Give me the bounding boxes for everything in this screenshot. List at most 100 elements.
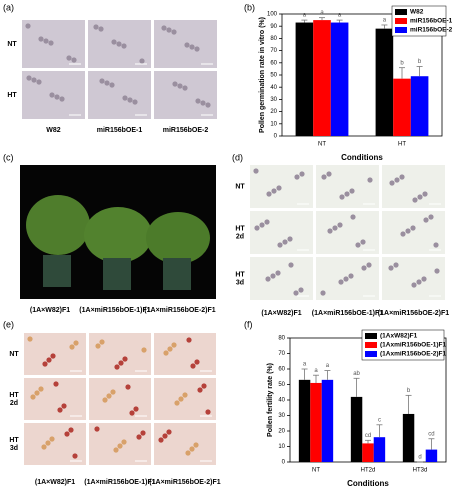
- pollen-grain: [205, 409, 211, 415]
- pollen-grain: [166, 27, 172, 33]
- bar: [375, 28, 394, 136]
- pollen-grain: [259, 222, 265, 228]
- micrograph: [89, 333, 151, 375]
- plant: [84, 207, 152, 263]
- pollen-grain: [118, 360, 124, 366]
- pollen-grain: [339, 194, 345, 200]
- pollen-grain: [48, 40, 54, 46]
- pollen-grain: [111, 39, 117, 45]
- pollen-grain: [366, 262, 372, 268]
- y-tick-label: 70: [278, 351, 285, 357]
- pollen-grain: [98, 26, 104, 32]
- pollen-grain: [367, 177, 373, 183]
- pollen-grain: [394, 177, 400, 183]
- pollen-grain: [197, 387, 203, 393]
- pollen-grain: [121, 439, 127, 445]
- column-label: (1A×W82)F1: [35, 479, 75, 486]
- pollen-grain: [389, 180, 395, 186]
- pollen-grain: [326, 171, 332, 177]
- y-tick-label: 80: [270, 36, 277, 42]
- legend-swatch: [395, 9, 407, 15]
- pollen-grain: [46, 357, 52, 363]
- pollen-grain: [122, 356, 128, 362]
- pollen-grain: [186, 337, 192, 343]
- legend-swatch: [365, 351, 377, 357]
- pollen-grain: [54, 94, 60, 100]
- pollen-grain: [116, 41, 122, 47]
- pollen-grain: [106, 393, 112, 399]
- y-tick-label: 90: [270, 24, 277, 30]
- y-tick-label: 60: [270, 60, 277, 66]
- pollen-grain: [66, 55, 72, 61]
- bar: [298, 379, 311, 462]
- pollen-grain: [348, 273, 354, 279]
- micrograph: [316, 211, 379, 254]
- pollen-grain: [270, 273, 276, 279]
- caption: (1A×W82)F1: [30, 307, 70, 314]
- pollen-grain: [254, 225, 260, 231]
- micrograph: [316, 165, 379, 208]
- row-label: HT 3d: [235, 271, 245, 286]
- pollen-grain: [266, 191, 272, 197]
- pollen-grain: [189, 44, 195, 50]
- pollen-grain: [200, 100, 206, 106]
- significance-letter: ab: [353, 371, 360, 377]
- x-axis-title: Conditions: [341, 153, 383, 162]
- pollen-grain: [205, 102, 211, 108]
- pollen-grain: [114, 364, 120, 370]
- bar: [313, 20, 331, 137]
- pollen-grain: [167, 346, 173, 352]
- micrograph: [250, 257, 313, 300]
- bar: [402, 413, 415, 462]
- pollen-grain: [53, 381, 59, 387]
- row-label: NT: [9, 351, 19, 358]
- pollen-grain: [26, 75, 32, 81]
- pollen-grain: [71, 57, 77, 63]
- pollen-grain: [166, 429, 172, 435]
- row-label: NT: [235, 183, 245, 190]
- pollen-grain: [388, 265, 394, 271]
- micrograph: [88, 71, 151, 119]
- pollen-grain: [139, 58, 145, 64]
- pot: [43, 255, 71, 287]
- pollen-grain: [133, 406, 139, 412]
- pollen-grain: [93, 24, 99, 30]
- y-tick-label: 70: [270, 48, 277, 54]
- pollen-grain: [49, 436, 55, 442]
- pollen-grain: [393, 262, 399, 268]
- caption: (1A×miR156bOE-2)F1: [144, 307, 215, 314]
- pollen-grain: [95, 343, 101, 349]
- pollen-grain: [361, 265, 367, 271]
- y-tick-label: 0: [282, 460, 286, 466]
- y-tick-label: 50: [278, 382, 285, 388]
- significance-letter: a: [383, 18, 387, 24]
- bar: [330, 22, 349, 136]
- pollen-grain: [276, 185, 282, 191]
- legend-label: W82: [410, 9, 424, 16]
- panel-label: (b): [244, 2, 255, 12]
- micrograph: [382, 257, 445, 300]
- y-axis-title: Pollen germination rate in vitro (%): [259, 17, 266, 133]
- pollen-grain: [193, 442, 199, 448]
- pollen-grain: [344, 191, 350, 197]
- pollen-grain: [433, 242, 439, 248]
- pollen-grain: [287, 236, 293, 242]
- significance-letter: a: [314, 368, 318, 374]
- significance-letter: b: [407, 388, 411, 394]
- pollen-grain: [158, 437, 164, 443]
- column-label: (1A×miR156bOE-1)F1: [84, 479, 155, 486]
- plant: [146, 212, 210, 264]
- column-label: (1A×W82)F1: [261, 310, 301, 317]
- pollen-grain: [360, 239, 366, 245]
- micrograph: [154, 423, 216, 465]
- y-tick-label: 50: [270, 73, 277, 79]
- micrograph: [24, 423, 86, 465]
- pollen-grain: [113, 447, 119, 453]
- significance-letter: a: [320, 10, 324, 16]
- panel-label: (d): [232, 152, 243, 162]
- pollen-grain: [201, 383, 207, 389]
- pollen-grain: [68, 427, 74, 433]
- significance-letter: a: [326, 363, 330, 369]
- pollen-grain: [337, 222, 343, 228]
- legend-label: (1AxW82)F1: [380, 333, 418, 340]
